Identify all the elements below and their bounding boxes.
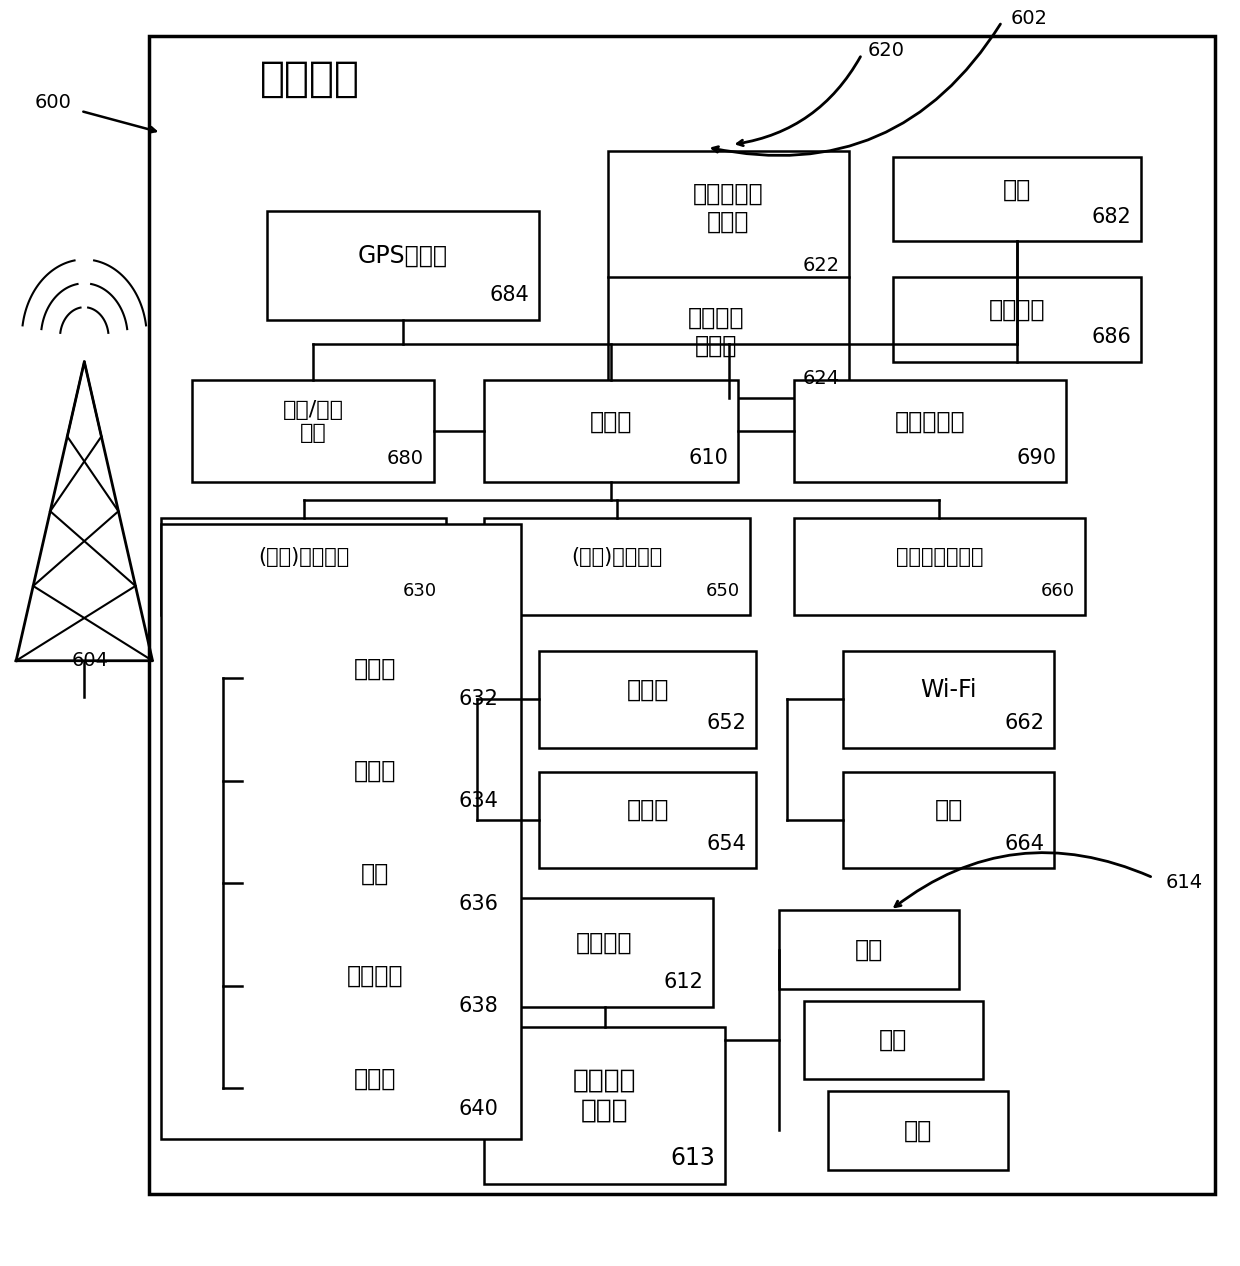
Text: 应用: 应用 <box>904 1118 932 1142</box>
Text: 蓝牙: 蓝牙 <box>935 799 962 822</box>
Text: 640: 640 <box>459 1099 498 1119</box>
Bar <box>893 157 1141 241</box>
Text: 660: 660 <box>1042 582 1075 600</box>
Bar <box>539 651 756 747</box>
Bar <box>149 37 1215 1194</box>
Text: 麦克阵: 麦克阵 <box>353 760 397 784</box>
Text: 电源: 电源 <box>1003 177 1030 201</box>
Text: 622: 622 <box>802 256 839 275</box>
Bar <box>242 633 508 723</box>
Text: 690: 690 <box>1017 448 1056 468</box>
Text: 652: 652 <box>707 713 746 733</box>
Text: 不可移动的
存储器: 不可移动的 存储器 <box>693 182 764 234</box>
Bar <box>242 941 508 1031</box>
Bar <box>804 1000 983 1079</box>
Text: 632: 632 <box>459 689 498 709</box>
Text: 620: 620 <box>868 41 905 61</box>
Text: 604: 604 <box>72 651 109 670</box>
Text: 680: 680 <box>387 449 424 468</box>
Text: 686: 686 <box>1091 327 1131 347</box>
Bar <box>192 380 434 482</box>
Text: 682: 682 <box>1091 206 1131 227</box>
Text: 物理连接器: 物理连接器 <box>895 409 965 433</box>
Bar <box>484 380 738 482</box>
Text: 664: 664 <box>1004 833 1044 853</box>
Text: 636: 636 <box>459 894 498 914</box>
Bar <box>843 651 1054 747</box>
Text: GPS接收器: GPS接收器 <box>358 243 448 267</box>
Text: 602: 602 <box>1011 9 1048 28</box>
Text: 634: 634 <box>459 791 498 812</box>
Text: 移动设备: 移动设备 <box>260 57 360 99</box>
Bar <box>496 899 713 1006</box>
Bar <box>242 736 508 825</box>
Text: 610: 610 <box>688 448 728 468</box>
Bar <box>893 277 1141 362</box>
Text: 加速度计: 加速度计 <box>988 298 1045 322</box>
Bar <box>779 910 959 989</box>
Bar <box>794 380 1066 482</box>
Text: 684: 684 <box>490 285 529 305</box>
Bar <box>161 519 446 615</box>
Text: 650: 650 <box>706 582 740 600</box>
Text: 扬声器: 扬声器 <box>626 677 670 701</box>
Text: 654: 654 <box>707 833 746 853</box>
Text: 相机: 相机 <box>361 862 389 885</box>
Text: 613: 613 <box>671 1146 715 1170</box>
Text: 输入/输出
端口: 输入/输出 端口 <box>283 400 343 443</box>
Text: 应用: 应用 <box>854 938 883 961</box>
Text: 处理器: 处理器 <box>589 409 632 433</box>
Bar <box>267 211 539 319</box>
Bar <box>794 519 1085 615</box>
Bar <box>608 151 849 398</box>
Text: 物理键盘: 物理键盘 <box>347 963 403 987</box>
Bar <box>828 1091 1008 1170</box>
Bar <box>484 1027 725 1184</box>
Bar <box>242 1043 508 1133</box>
Bar <box>242 838 508 928</box>
Text: 624: 624 <box>802 370 839 389</box>
Text: 614: 614 <box>1166 874 1203 893</box>
Text: 662: 662 <box>1004 713 1044 733</box>
Text: Wi-Fi: Wi-Fi <box>920 677 977 701</box>
Text: 612: 612 <box>663 972 703 993</box>
Text: (多个)输出设备: (多个)输出设备 <box>572 547 662 567</box>
Text: 操作系统: 操作系统 <box>577 931 632 955</box>
Text: 638: 638 <box>459 996 498 1017</box>
Bar <box>843 772 1054 868</box>
Bar <box>484 519 750 615</box>
Text: 应用存储
功能性: 应用存储 功能性 <box>573 1069 636 1124</box>
Text: 630: 630 <box>402 582 436 600</box>
Text: 可移动的
存储器: 可移动的 存储器 <box>688 305 744 357</box>
Text: (多个)输入设备: (多个)输入设备 <box>258 547 350 567</box>
Text: 600: 600 <box>35 92 72 111</box>
Text: 触摸屏: 触摸屏 <box>353 657 397 681</box>
Text: 轨迹球: 轨迹球 <box>353 1066 397 1090</box>
Text: 显示器: 显示器 <box>626 799 670 822</box>
Text: 无线调制解调器: 无线调制解调器 <box>895 547 983 567</box>
Bar <box>161 524 521 1139</box>
Text: 应用: 应用 <box>879 1028 908 1052</box>
Bar <box>539 772 756 868</box>
